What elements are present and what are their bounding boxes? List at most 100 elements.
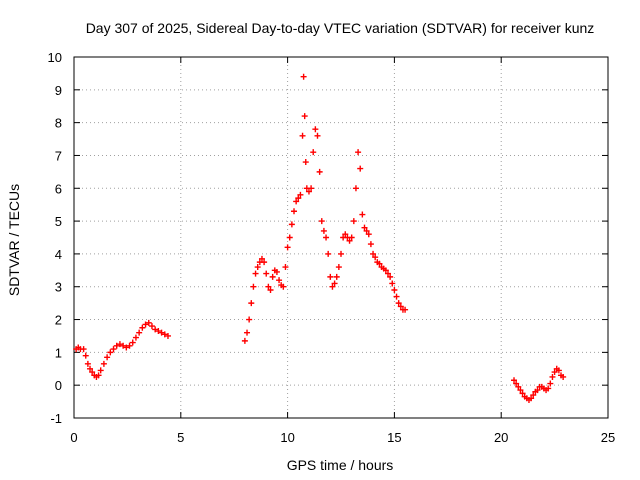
data-point — [335, 264, 342, 271]
data-point — [120, 342, 127, 349]
data-point — [372, 254, 379, 261]
axis-ticks: 0 5 10 15 20 25 -1 0 1 2 3 4 5 6 7 8 9 10 — [48, 50, 616, 445]
data-point — [361, 224, 368, 231]
grid-lines — [74, 57, 608, 418]
y-tick-label: 2 — [55, 313, 62, 328]
data-point — [288, 221, 295, 228]
data-point — [297, 191, 304, 198]
data-point — [164, 332, 171, 339]
data-point — [293, 198, 300, 205]
data-point — [333, 273, 340, 280]
y-tick-label: 6 — [55, 181, 62, 196]
data-point — [110, 346, 117, 353]
data-point — [365, 231, 372, 238]
plot-frame — [73, 56, 609, 419]
data-point — [305, 188, 312, 195]
data-point — [350, 218, 357, 225]
data-point — [258, 255, 265, 262]
data-point — [393, 293, 400, 300]
data-point — [269, 273, 276, 280]
data-point — [129, 339, 136, 346]
y-tick-label: 8 — [55, 116, 62, 131]
x-tick-label: 0 — [70, 430, 77, 445]
data-point — [551, 369, 558, 376]
series-segment-2 — [241, 73, 409, 344]
data-point — [263, 270, 270, 277]
data-point — [116, 341, 123, 348]
data-point — [391, 287, 398, 294]
data-point — [84, 360, 91, 367]
data-point — [148, 323, 155, 330]
data-point — [320, 227, 327, 234]
data-point — [280, 283, 287, 290]
data-point — [325, 250, 332, 257]
data-point — [357, 165, 364, 172]
data-point — [132, 334, 139, 341]
data-point — [145, 319, 152, 326]
data-point — [241, 337, 248, 344]
data-point — [252, 270, 259, 277]
data-point — [248, 300, 255, 307]
data-point — [299, 132, 306, 139]
data-point — [250, 283, 257, 290]
data-point — [308, 185, 315, 192]
data-point — [549, 373, 556, 380]
data-points — [73, 73, 567, 403]
data-point — [301, 113, 308, 120]
x-tick-label: 25 — [601, 430, 615, 445]
data-point — [384, 270, 391, 277]
data-point — [100, 360, 107, 367]
data-point — [316, 168, 323, 175]
data-point — [291, 208, 298, 215]
y-tick-label: 7 — [55, 148, 62, 163]
data-point — [286, 234, 293, 241]
series-segment-3 — [511, 365, 567, 403]
data-point — [355, 149, 362, 156]
y-tick-label: 3 — [55, 280, 62, 295]
data-point — [517, 387, 524, 394]
data-point — [387, 273, 394, 280]
data-point — [555, 367, 562, 374]
data-point — [363, 227, 370, 234]
data-point — [276, 277, 283, 284]
y-tick-label: 1 — [55, 345, 62, 360]
data-point — [370, 250, 377, 257]
data-point — [402, 306, 409, 313]
data-point — [273, 268, 280, 275]
data-point — [300, 73, 307, 80]
data-point — [265, 283, 272, 290]
data-point — [295, 195, 302, 202]
data-point — [158, 329, 165, 336]
data-point — [519, 390, 526, 397]
data-point — [314, 132, 321, 139]
y-tick-label: 0 — [55, 378, 62, 393]
data-point — [513, 380, 520, 387]
data-point — [152, 326, 159, 333]
x-axis-label: GPS time / hours — [287, 457, 394, 473]
data-point — [142, 321, 149, 328]
y-tick-label: 4 — [55, 247, 62, 262]
data-point — [367, 241, 374, 248]
data-point — [528, 395, 535, 402]
data-point — [139, 324, 146, 331]
data-point — [107, 349, 114, 356]
data-point — [161, 331, 168, 338]
data-point — [327, 273, 334, 280]
data-point — [302, 159, 309, 166]
data-point — [123, 344, 130, 351]
data-point — [376, 260, 383, 267]
data-point — [126, 342, 133, 349]
x-tick-label: 15 — [387, 430, 401, 445]
y-tick-label: -1 — [50, 411, 62, 426]
data-point — [80, 346, 87, 353]
x-tick-label: 10 — [280, 430, 294, 445]
data-point — [359, 211, 366, 218]
data-point — [261, 259, 268, 266]
data-point — [284, 244, 291, 251]
data-point — [244, 329, 251, 336]
y-tick-label: 5 — [55, 214, 62, 229]
data-point — [310, 149, 317, 156]
x-tick-label: 5 — [177, 430, 184, 445]
